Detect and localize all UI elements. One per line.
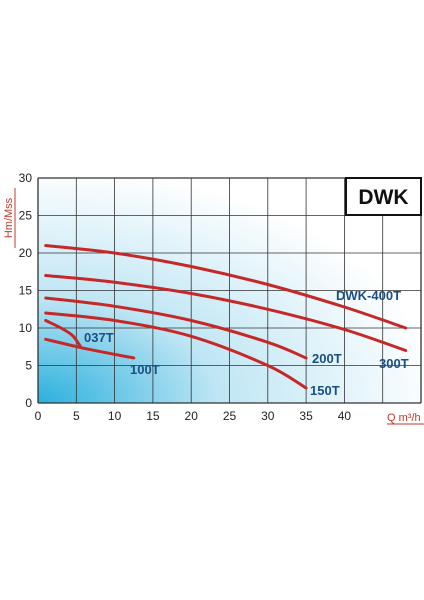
title-box-frame xyxy=(345,177,422,216)
x-tick-label: 5 xyxy=(73,409,80,423)
x-tick-label: 10 xyxy=(108,409,122,423)
chart-title: DWK xyxy=(358,186,408,209)
series-line-150t xyxy=(44,311,308,390)
series-label-037t: 037T xyxy=(84,330,114,345)
series-line-037t xyxy=(44,319,82,348)
series-labels: DWK-400T 300T 200T 150T 037T 100T xyxy=(84,288,409,398)
series-line-300t xyxy=(44,274,408,352)
series-label-300t: 300T xyxy=(379,356,409,371)
y-axis-title: Hm/Mss xyxy=(3,197,15,238)
y-tick-label: 5 xyxy=(25,359,32,373)
x-axis-title: Q m³/h xyxy=(387,412,421,424)
x-tick-label: 30 xyxy=(261,409,275,423)
grid xyxy=(37,177,422,404)
series-label-200t: 200T xyxy=(312,351,342,366)
series-label-150t: 150T xyxy=(310,383,340,398)
series-label-100t: 100T xyxy=(130,362,160,377)
y-tick-label: 10 xyxy=(19,321,33,335)
x-tick-label: 40 xyxy=(338,409,352,423)
y-axis-ticks: 0 5 10 15 20 25 30 xyxy=(19,171,33,410)
y-tick-label: 0 xyxy=(25,396,32,410)
series-line-dwk-400t xyxy=(44,244,408,330)
x-tick-label: 20 xyxy=(185,409,199,423)
series-lines xyxy=(44,244,408,390)
y-tick-label: 15 xyxy=(19,284,33,298)
title-box: DWK xyxy=(345,177,422,216)
series-line-100t xyxy=(44,337,136,360)
y-tick-label: 25 xyxy=(19,209,33,223)
y-tick-label: 30 xyxy=(19,171,33,185)
x-tick-label: 25 xyxy=(223,409,237,423)
x-tick-label: 15 xyxy=(146,409,160,423)
x-tick-label: 0 xyxy=(35,409,42,423)
y-tick-label: 20 xyxy=(19,246,33,260)
series-line-200t xyxy=(44,296,308,360)
x-axis-ticks: 0 5 10 15 20 25 30 35 40 xyxy=(35,409,352,423)
series-label-dwk-400t: DWK-400T xyxy=(336,288,401,303)
x-tick-label: 35 xyxy=(299,409,313,423)
